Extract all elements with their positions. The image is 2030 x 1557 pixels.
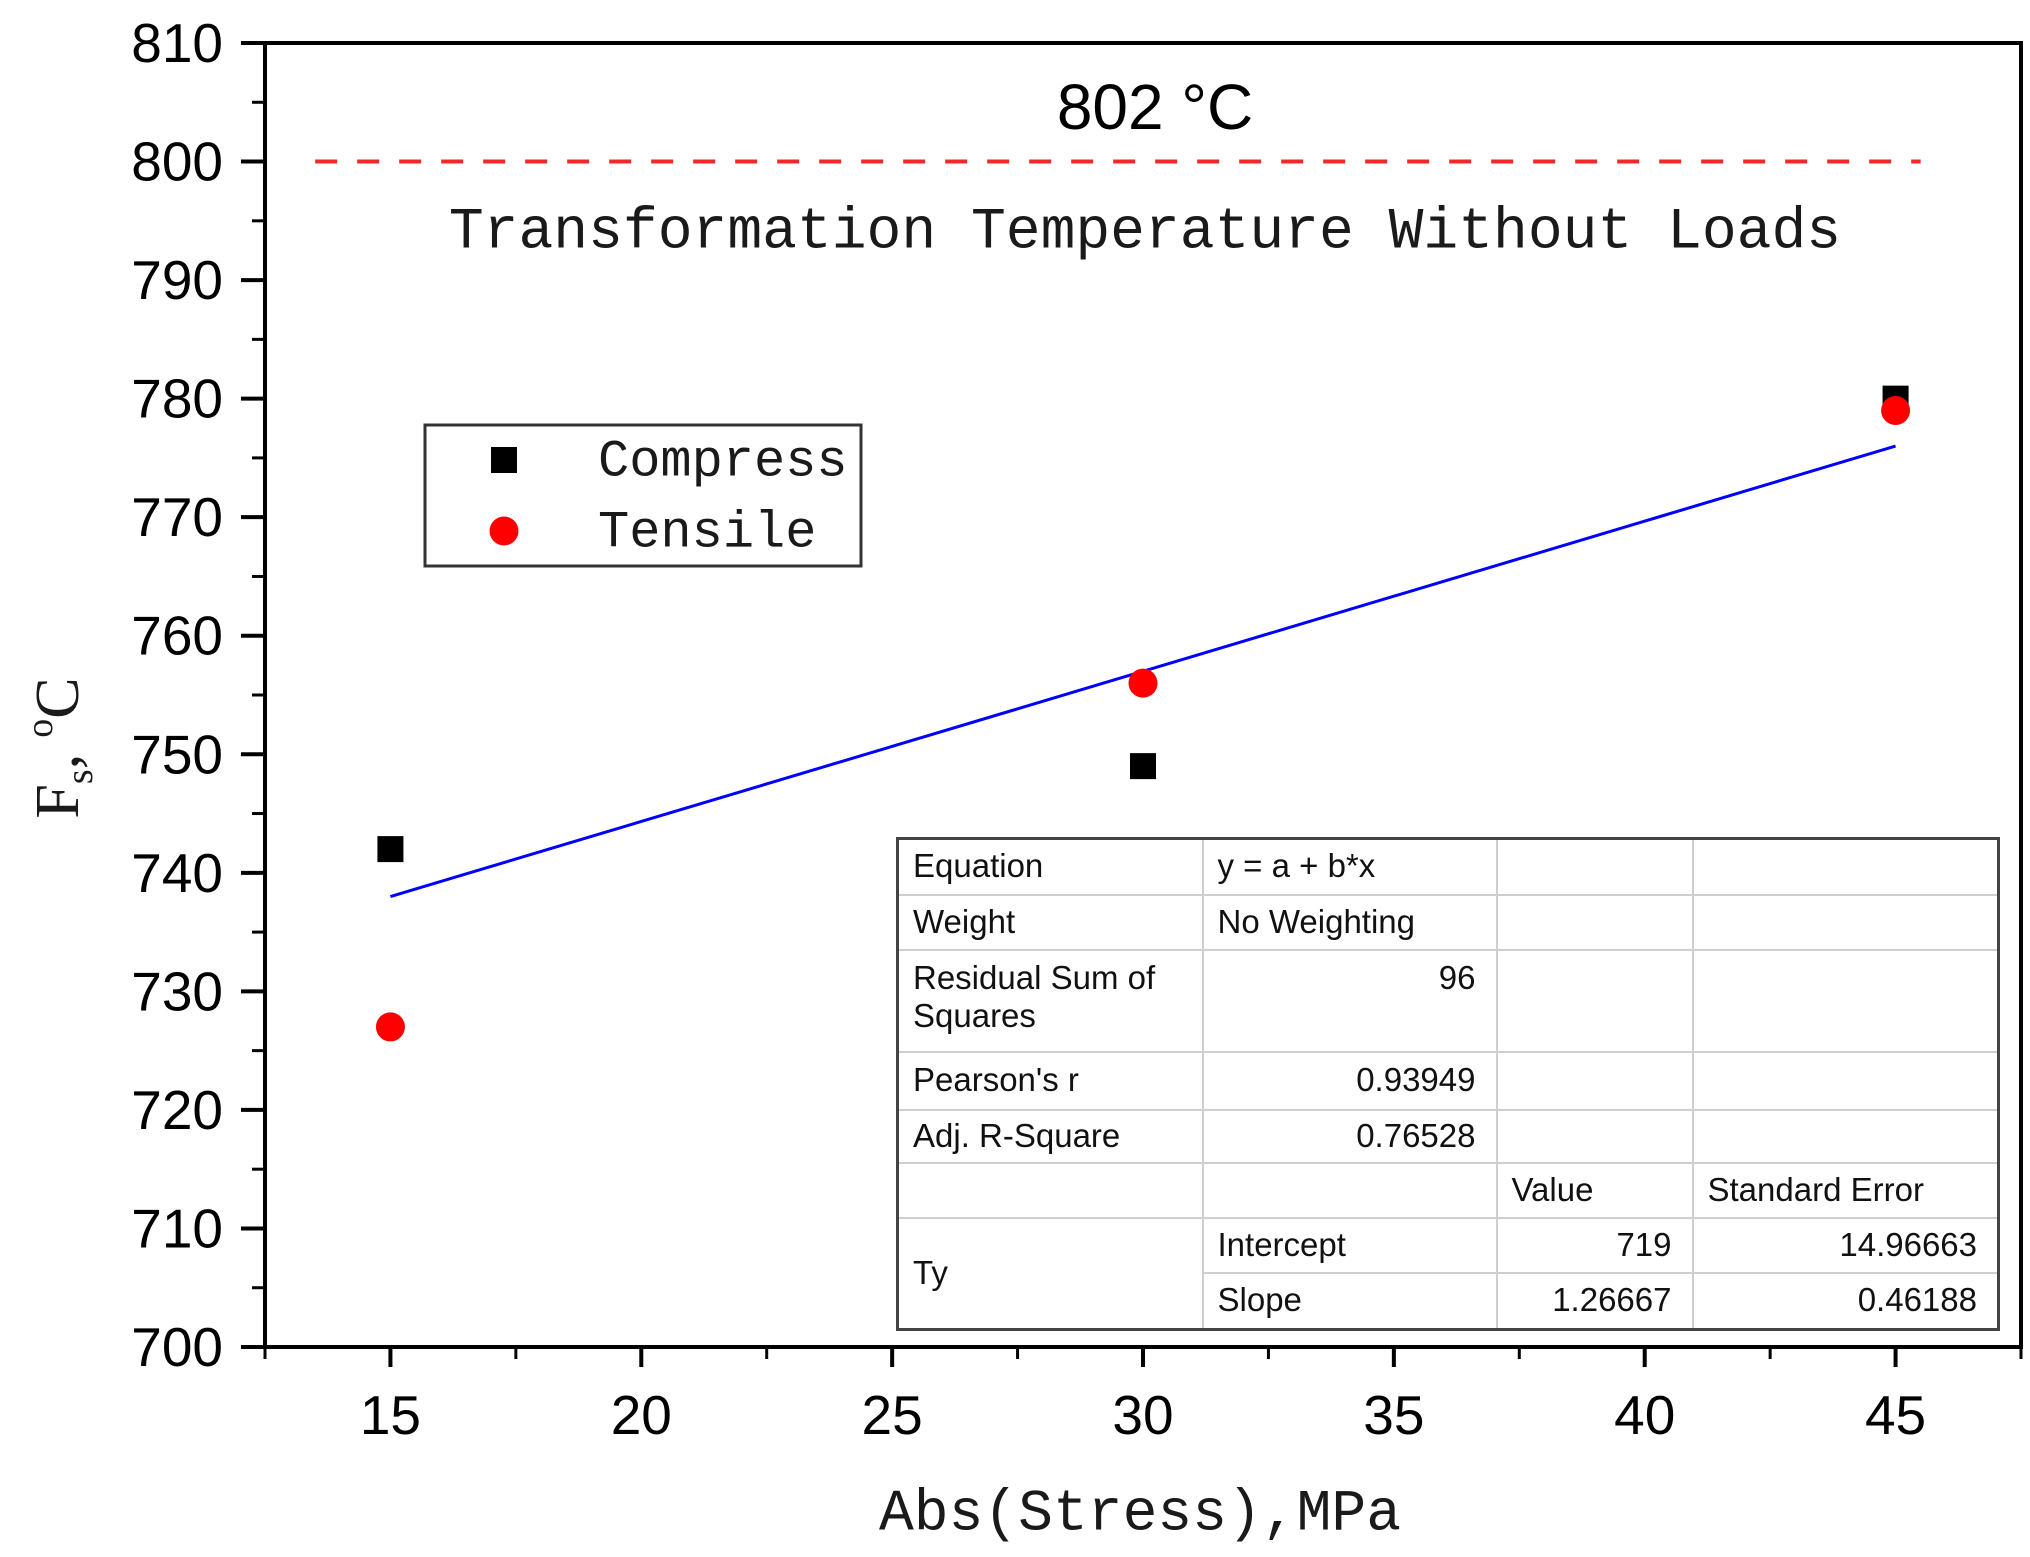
y-tick-label: 770 [131,486,223,548]
x-axis-title: Abs(Stress),MPa [879,1483,1401,1548]
y-tick-label: 790 [131,249,223,311]
fit-table-value: y = a + b*x [1201,837,1498,896]
fit-table-label: Pearson's r [896,1050,1204,1111]
fit-table-empty-cell [1691,1050,2000,1111]
fit-table-label: Equation [896,837,1204,896]
x-tick-label: 45 [1865,1384,1926,1446]
y-tick-label: 730 [131,960,223,1022]
fit-table-value: No Weighting [1201,893,1498,951]
fit-table-empty-cell [1495,1050,1694,1111]
y-axis-title-subscript: s [59,769,101,784]
y-tick-label: 700 [131,1316,223,1378]
tensile-point-3 [1881,395,1911,425]
fit-table-param-value: 1.26667 [1495,1271,1694,1331]
y-tick-label: 740 [131,842,223,904]
fit-table-value: 0.76528 [1201,1108,1498,1164]
reference-line-label: Transformation Temperature Without Loads [449,201,1841,266]
fit-row-param-header: Value Standard Error [896,1161,2000,1219]
fit-table-param-value: 719 [1495,1216,1694,1274]
legend-tensile-label: Tensile [598,504,816,563]
fit-table-label: Weight [896,893,1204,951]
fit-row-equation: Equation y = a + b*x [896,837,2000,896]
legend: Compress Tensile [423,423,863,568]
y-tick-label: 720 [131,1079,223,1141]
fit-table-value: 96 [1201,948,1498,1053]
axis-ticks: 700 710 720 730 740 750 760 770 780 790 800 810 15 20… [131,12,2023,1446]
y-axis-title-unit: C [24,677,92,718]
fit-table-empty-cell [1691,893,2000,951]
fit-table-param-name: Intercept [1201,1216,1498,1274]
fit-table-empty-cell [896,1161,1204,1219]
fit-table-empty-cell [1495,893,1694,951]
x-tick-label: 30 [1112,1384,1173,1446]
linear-fit-results-table: Equation y = a + b*x Weight No Weighting… [896,837,2000,1331]
tensile-point-2 [1128,668,1158,698]
y-axis-title-main: F [24,784,92,818]
legend-tensile-marker [489,516,519,546]
fit-table-value: 0.93949 [1201,1050,1498,1111]
y-tick-label: 780 [131,368,223,430]
fit-row-residual: Residual Sum of Squares 96 [896,948,2000,1053]
fit-table-group-label: Ty [896,1216,1204,1331]
compress-point-2 [1130,753,1156,780]
fit-row-intercept: Ty Intercept 719 14.96663 [896,1216,2000,1331]
y-tick-label: 800 [131,131,223,193]
fit-table-param-error: 14.96663 [1691,1216,2000,1274]
fit-row-pearson: Pearson's r 0.93949 [896,1050,2000,1111]
fit-row-adj-r-square: Adj. R-Square 0.76528 [896,1108,2000,1164]
fit-table-empty-cell [1495,837,1694,896]
tensile-point-1 [375,1012,405,1042]
fit-row-weight: Weight No Weighting [896,893,2000,951]
fit-table-empty-cell [1691,1108,2000,1164]
data-points-layer [375,385,1911,1042]
fit-table-header-value: Value [1495,1161,1694,1219]
fit-table-empty-cell [1495,948,1694,1053]
fit-table-header-error: Standard Error [1691,1161,2000,1219]
y-tick-label: 750 [131,723,223,785]
temperature-annotation: 802 °C [1057,71,1253,143]
fit-table-empty-cell [1201,1161,1498,1219]
y-axis-title-separator: , [24,754,92,770]
y-axis-title: Fs, oC [19,677,101,818]
y-tick-label: 810 [131,12,223,74]
legend-compress-label: Compress [598,433,848,492]
x-tick-label: 40 [1614,1384,1675,1446]
fit-table-param-name: Slope [1201,1271,1498,1331]
legend-compress-marker [491,447,517,473]
x-tick-label: 20 [611,1384,672,1446]
x-tick-label: 35 [1363,1384,1424,1446]
x-tick-label: 25 [862,1384,923,1446]
fit-table-empty-cell [1691,948,2000,1053]
x-tick-label: 15 [360,1384,421,1446]
fit-table-label: Adj. R-Square [896,1108,1204,1164]
y-tick-label: 710 [131,1197,223,1259]
y-tick-label: 760 [131,605,223,667]
fit-table-empty-cell [1691,837,2000,896]
compress-point-1 [377,836,404,863]
fit-table-label: Residual Sum of Squares [896,948,1204,1053]
fit-table-param-error: 0.46188 [1691,1271,2000,1331]
y-axis-title-degree: o [19,719,61,738]
fit-table-empty-cell [1495,1108,1694,1164]
fit-row-slope: Slope 1.26667 0.46188 [898,1271,2000,1331]
